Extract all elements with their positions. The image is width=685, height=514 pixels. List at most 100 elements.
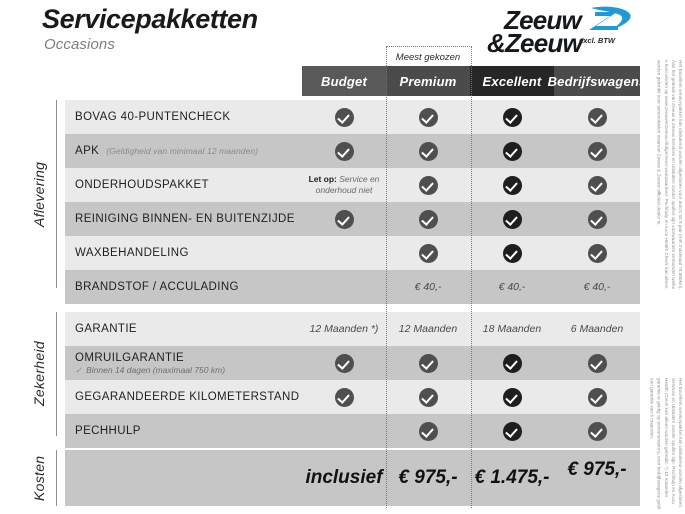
check-icon	[502, 353, 522, 373]
cell-value: 12 Maanden	[398, 323, 458, 335]
cell-budget	[302, 270, 386, 304]
fineprint-bottom: Het Excellent servicepakket kan uitsluit…	[649, 378, 683, 510]
cell-premium	[386, 202, 470, 236]
cell-bedrijfswagens	[554, 414, 640, 448]
cell-value: € 40,-	[498, 281, 526, 293]
fineprint-top: Het Excellent servicepakket kan uitsluit…	[656, 60, 683, 290]
cell-bedrijfswagens	[554, 346, 640, 380]
cell-excellent: 18 Maanden	[470, 312, 554, 346]
cell-premium	[386, 168, 470, 202]
table-row: WAXBEHANDELING	[65, 236, 640, 270]
cell-excellent	[470, 380, 554, 414]
check-icon	[587, 175, 607, 195]
check-icon	[587, 209, 607, 229]
cell-value: € 40,-	[414, 281, 442, 293]
row-label-apk: APK (Geldigheid van minimaal 12 maanden)	[75, 145, 259, 157]
check-icon	[587, 353, 607, 373]
row-label-garantie: GARANTIE	[75, 323, 137, 335]
note-bold: Let op:	[308, 174, 337, 185]
cell-budget	[302, 414, 386, 448]
column-header-premium[interactable]: Premium	[386, 66, 470, 96]
check-icon	[587, 141, 607, 161]
row-sublabel-apk: (Geldigheid van minimaal 12 maanden)	[106, 146, 259, 156]
cell-bedrijfswagens	[554, 236, 640, 270]
check-icon	[418, 387, 438, 407]
table-row: ONDERHOUDSPAKKET Let op: Service en onde…	[65, 168, 640, 202]
table-row: PECHHULP	[65, 414, 640, 448]
budget-onderhoud-note: Let op: Service en onderhoud niet	[302, 174, 386, 195]
price-bedrijfswagens: € 975,-	[567, 459, 627, 480]
check-icon	[502, 209, 522, 229]
page-title: Servicepakketten	[42, 4, 258, 34]
cell-bedrijfswagens	[554, 100, 640, 134]
cell-value: 12 Maanden *)	[309, 323, 379, 335]
cell-excellent	[470, 168, 554, 202]
price-premium: € 975,-	[398, 467, 458, 488]
check-icon	[418, 243, 438, 263]
check-icon	[587, 107, 607, 127]
table-row: OMRUILGARANTIE ✓ Binnen 14 dagen (maximaa…	[65, 346, 640, 380]
check-icon	[502, 175, 522, 195]
check-icon	[502, 387, 522, 407]
check-icon	[418, 175, 438, 195]
cell-budget	[302, 134, 386, 168]
check-icon	[502, 243, 522, 263]
cell-value: € 40,-	[583, 281, 611, 293]
cell-excellent	[470, 202, 554, 236]
aflevering-rule	[56, 100, 57, 288]
row-label-reiniging: REINIGING BINNEN- EN BUITENZIJDE	[75, 213, 295, 225]
cell-excellent	[470, 100, 554, 134]
logo-line-1: Zeeuw	[504, 5, 582, 35]
cell-budget	[302, 100, 386, 134]
check-icon	[502, 421, 522, 441]
cell-excellent	[470, 346, 554, 380]
column-header-excellent[interactable]: Excellent	[470, 66, 554, 96]
price-budget: inclusief	[305, 467, 383, 488]
section-label-kosten: Kosten	[31, 455, 47, 501]
cell-excellent: € 40,-	[470, 270, 554, 304]
check-icon	[502, 141, 522, 161]
swoosh-z-icon	[589, 6, 631, 30]
cell-value: 6 Maanden	[570, 323, 624, 335]
kosten-rule	[56, 450, 57, 506]
row-label-onderhoudspakket: ONDERHOUDSPAKKET	[75, 179, 209, 191]
row-sublabel-omruilgarantie: ✓ Binnen 14 dagen (maximaal 750 km)	[75, 365, 226, 375]
cell-premium	[386, 134, 470, 168]
check-icon	[418, 353, 438, 373]
price-btw-note: excl. BTW	[579, 36, 615, 45]
cell-premium: € 40,-	[386, 270, 470, 304]
table-row: GEGARANDEERDE KILOMETERSTAND	[65, 380, 640, 414]
cell-excellent	[470, 134, 554, 168]
zekerheid-rule	[56, 312, 57, 436]
table-row: BRANDSTOF / ACCULADING € 40,- € 40,- € 4…	[65, 270, 640, 304]
cell-budget: Let op: Service en onderhoud niet	[302, 168, 386, 202]
cell-budget: 12 Maanden *)	[302, 312, 386, 346]
check-icon	[587, 243, 607, 263]
section-zekerheid: GARANTIE 12 Maanden *) 12 Maanden 18 Maa…	[65, 312, 640, 448]
most-chosen-badge: Meest gekozen	[395, 51, 461, 63]
column-header-budget[interactable]: Budget	[302, 66, 386, 96]
cell-excellent	[470, 414, 554, 448]
cell-bedrijfswagens	[554, 202, 640, 236]
page-subtitle: Occasions	[44, 36, 115, 53]
column-header-bedrijfswagens[interactable]: Bedrijfswagens	[548, 66, 646, 96]
cell-budget	[302, 346, 386, 380]
check-icon	[334, 209, 354, 229]
section-kosten: inclusief € 975,- € 1.475,- € 975,-	[65, 450, 640, 506]
row-label-kilometerstand: GEGARANDEERDE KILOMETERSTAND	[75, 391, 300, 403]
check-icon	[418, 141, 438, 161]
cell-premium	[386, 414, 470, 448]
cell-premium	[386, 346, 470, 380]
check-icon	[334, 353, 354, 373]
section-aflevering: BOVAG 40-PUNTENCHECK APK (Geldigheid van…	[65, 100, 640, 304]
table-row: BOVAG 40-PUNTENCHECK	[65, 100, 640, 134]
cell-excellent	[470, 236, 554, 270]
row-label-pechhulp: PECHHULP	[75, 425, 141, 437]
check-icon	[587, 387, 607, 407]
cell-premium: 12 Maanden	[386, 312, 470, 346]
section-label-zekerheid: Zekerheid	[31, 341, 47, 407]
row-label-waxbehandeling: WAXBEHANDELING	[75, 247, 189, 259]
cell-budget	[302, 202, 386, 236]
cell-bedrijfswagens: 6 Maanden	[554, 312, 640, 346]
